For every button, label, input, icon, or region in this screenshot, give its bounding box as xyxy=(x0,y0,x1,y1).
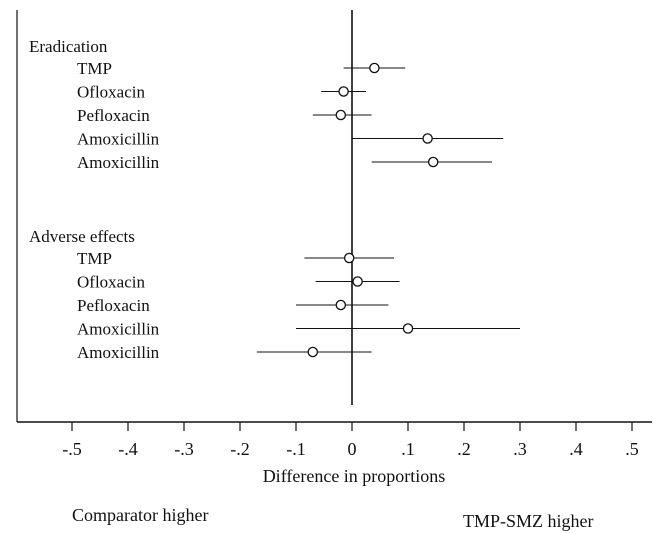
row-label: Amoxicillin xyxy=(77,130,160,149)
x-tick-label: 0 xyxy=(348,439,357,459)
row-label: Amoxicillin xyxy=(77,343,160,362)
row-label: Amoxicillin xyxy=(77,320,160,339)
x-tick-label: .3 xyxy=(513,439,527,459)
group-label: Eradication xyxy=(29,37,108,56)
x-tick-label: .1 xyxy=(401,439,415,459)
point-estimate xyxy=(338,86,349,97)
row-labels: TMP Ofloxacin Pefloxacin Amoxicillin Amoxici… xyxy=(77,59,160,362)
row-label: TMP xyxy=(77,249,112,268)
point-estimate xyxy=(335,109,347,121)
point-estimate xyxy=(402,323,414,334)
row-label: Pefloxacin xyxy=(77,296,150,315)
x-tick-label: -.5 xyxy=(62,439,82,459)
x-tick-label: -.3 xyxy=(174,439,194,459)
row-label: Pefloxacin xyxy=(77,106,150,125)
row-label: Ofloxacin xyxy=(77,273,145,292)
row-label: TMP xyxy=(77,59,112,78)
point-estimate xyxy=(307,346,319,358)
point-estimate xyxy=(343,252,355,264)
point-estimate xyxy=(427,156,439,168)
row-label: Ofloxacin xyxy=(77,83,145,102)
right-annotation: TMP-SMZ higher xyxy=(463,511,594,531)
group-labels: Eradication Adverse effects xyxy=(29,37,135,246)
point-estimate xyxy=(352,276,363,287)
x-tick-label: -.4 xyxy=(118,439,138,459)
confidence-intervals xyxy=(256,62,520,358)
x-tick-label: .4 xyxy=(569,439,583,459)
group-label: Adverse effects xyxy=(29,227,135,246)
x-tick-label: .5 xyxy=(625,439,639,459)
plot-frame xyxy=(16,10,652,423)
x-tick-label: -.2 xyxy=(230,439,250,459)
row-label: Amoxicillin xyxy=(77,153,160,172)
x-tick-label: .2 xyxy=(457,439,471,459)
point-estimate xyxy=(422,133,433,144)
x-tick-label: -.1 xyxy=(286,439,306,459)
x-axis-ticks: -.5 -.4 -.3 -.2 -.1 0 .1 .2 .3 .4 .5 xyxy=(62,422,639,459)
point-estimate xyxy=(369,62,380,74)
left-annotation: Comparator higher xyxy=(72,505,208,525)
point-estimate xyxy=(335,299,347,311)
x-axis-label: Difference in proportions xyxy=(263,466,446,486)
